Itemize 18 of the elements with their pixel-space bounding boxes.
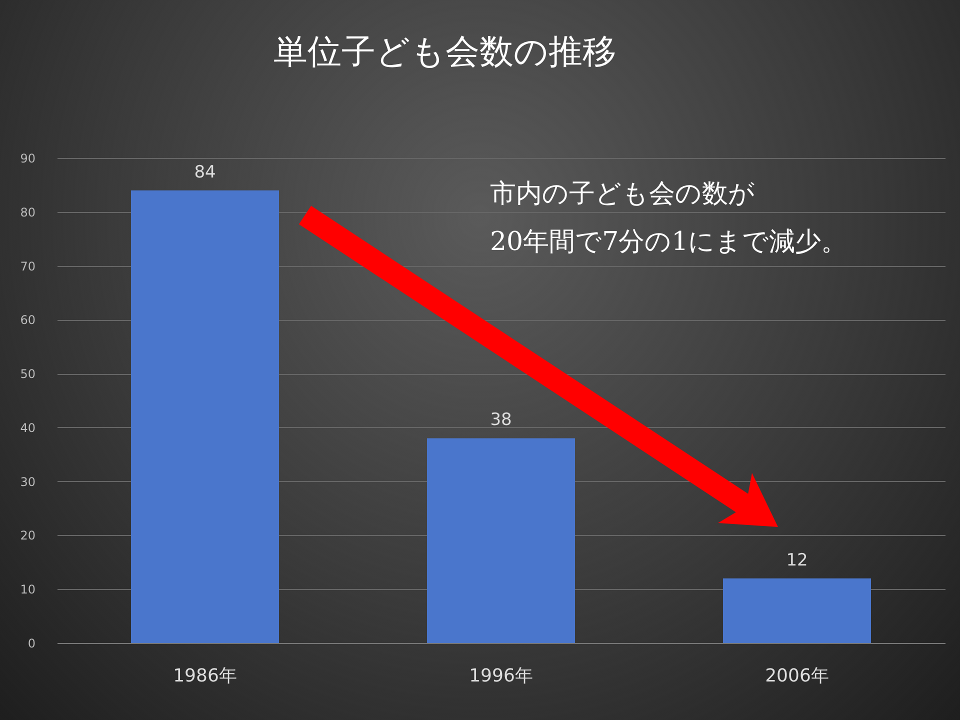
chart-title: 単位子ども会数の推移: [274, 32, 616, 72]
x-tick-label: 1996年: [469, 666, 533, 686]
y-tick-label: 70: [20, 259, 36, 274]
y-tick-label: 60: [20, 313, 36, 328]
y-tick-label: 0: [28, 636, 36, 650]
x-tick-label: 1986年: [173, 666, 237, 686]
y-tick-label: 90: [20, 152, 36, 166]
y-tick-label: 80: [20, 205, 36, 220]
data-label: 84: [194, 162, 216, 182]
data-label: 12: [786, 550, 808, 570]
y-tick-label: 30: [20, 474, 36, 489]
annotation: 市内の子ども会の数が 20年間で7分の1にまで減少。: [490, 178, 848, 259]
y-tick-label: 40: [20, 420, 36, 435]
data-label: 38: [490, 410, 512, 430]
y-tick-label: 50: [20, 367, 36, 382]
y-tick-label: 20: [20, 528, 36, 543]
y-tick-label: 10: [20, 582, 36, 597]
x-tick-label: 2006年: [765, 666, 829, 686]
